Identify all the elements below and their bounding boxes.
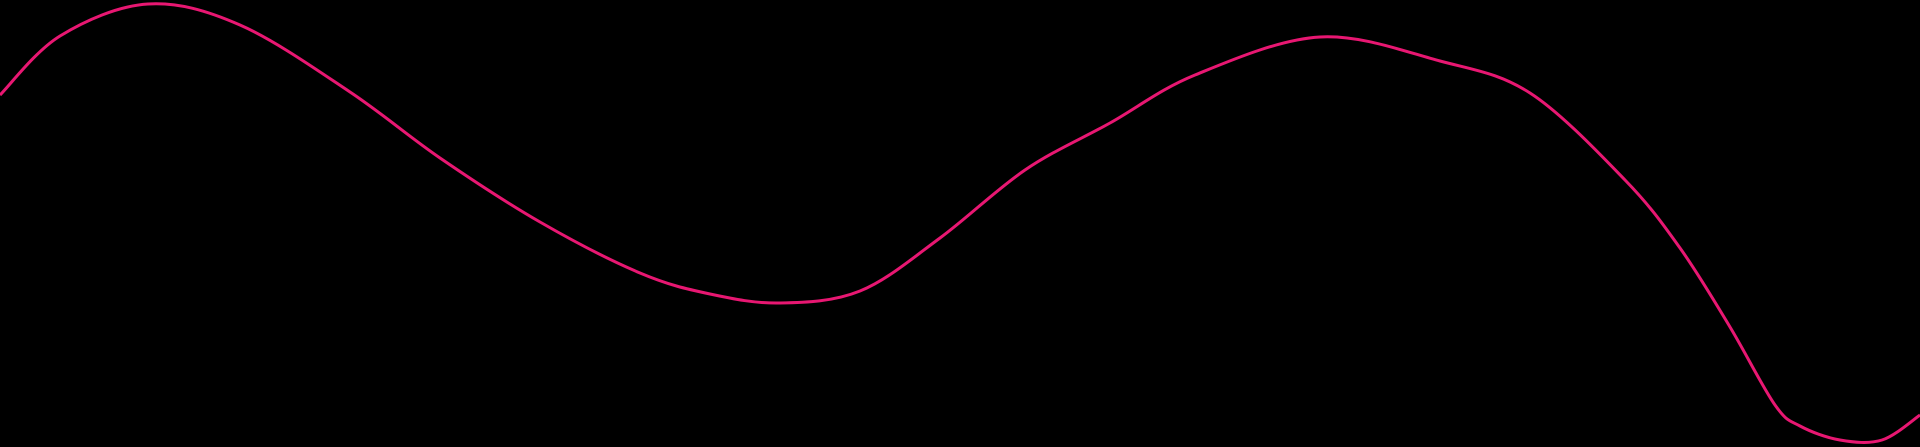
wave-curve-path [0, 2, 1920, 444]
wave-chart-canvas [0, 2, 1920, 444]
chart-svg [0, 2, 1920, 444]
